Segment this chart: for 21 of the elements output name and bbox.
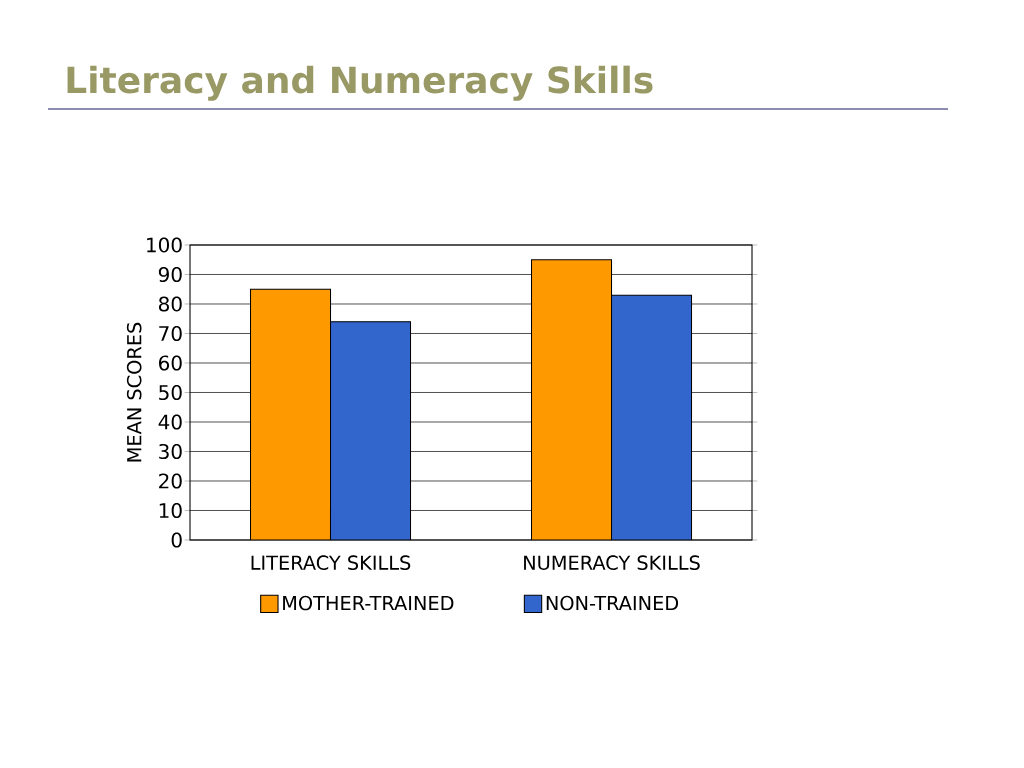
y-tick-label: 50 bbox=[159, 384, 182, 401]
y-tick-label: 40 bbox=[158, 414, 182, 430]
legend-label: NON-TRAINED bbox=[546, 595, 679, 611]
y-axis-title: MEAN SCORES bbox=[126, 322, 142, 462]
bar bbox=[329, 321, 412, 540]
y-tick-label: 80 bbox=[158, 296, 182, 312]
chart-title: Literacy and Numeracy Skills bbox=[67, 65, 653, 101]
bar bbox=[530, 259, 613, 540]
bar bbox=[249, 288, 332, 540]
y-tick-label: 0 bbox=[171, 532, 182, 548]
x-tick-label: LITERACY SKILLS bbox=[251, 555, 411, 570]
y-tick-label: 90 bbox=[158, 266, 182, 283]
y-tick-label: 60 bbox=[159, 355, 182, 371]
x-tick-label: NUMERACY SKILLS bbox=[524, 555, 700, 570]
y-tick-label: 20 bbox=[159, 473, 182, 489]
bar bbox=[610, 294, 693, 540]
y-tick-label: 70 bbox=[159, 325, 182, 342]
y-tick-label: 30 bbox=[159, 443, 182, 460]
legend-label: MOTHER-TRAINED bbox=[283, 595, 454, 611]
y-tick-label: 100 bbox=[147, 237, 182, 253]
y-tick-label: 10 bbox=[159, 502, 182, 519]
